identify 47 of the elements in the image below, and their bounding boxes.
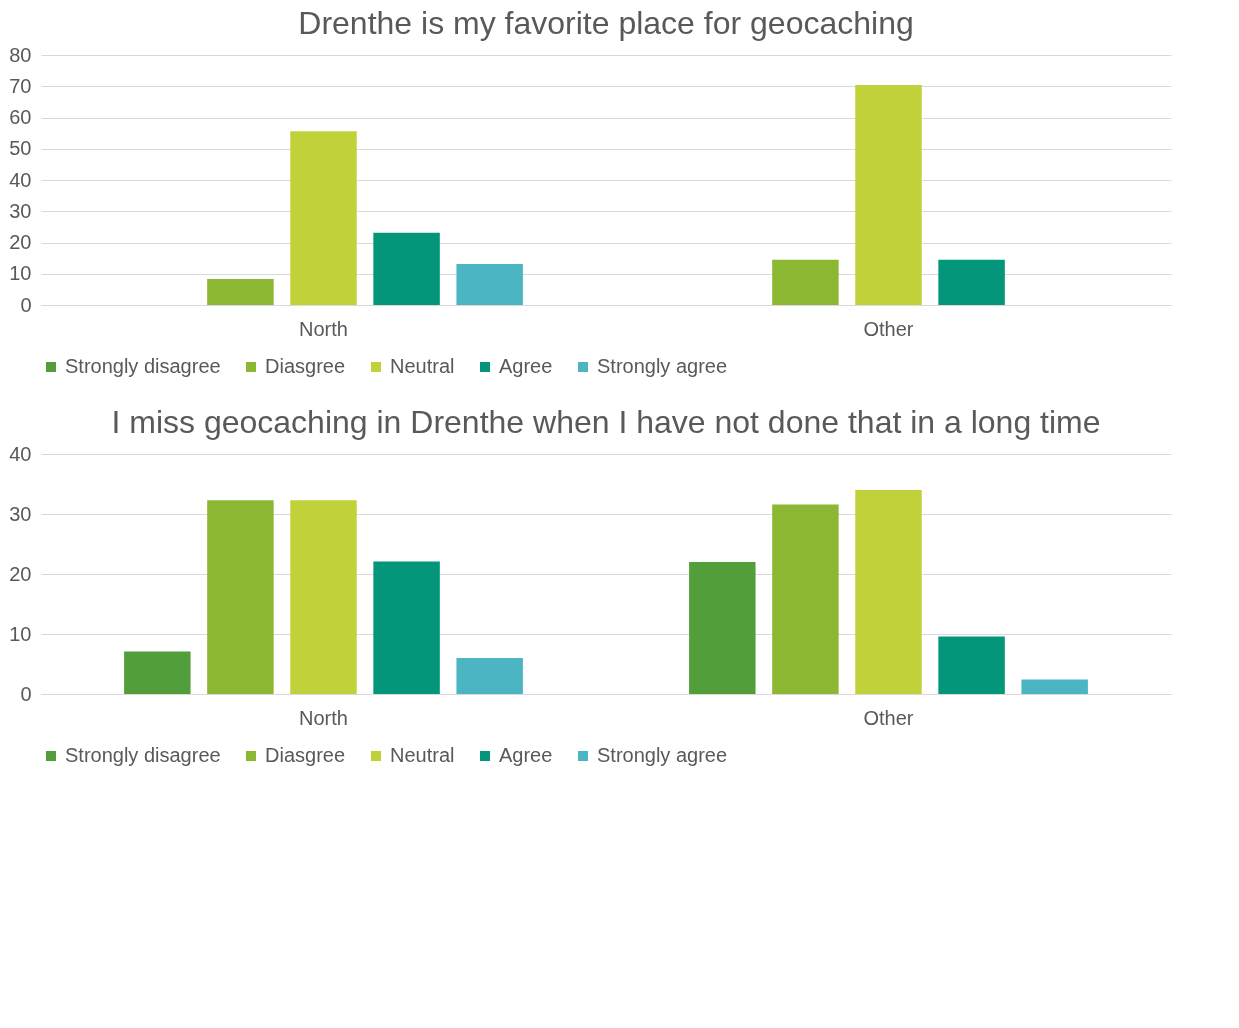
legend-label: Agree (499, 355, 553, 377)
bar (373, 232, 440, 305)
bar (689, 562, 756, 694)
x-tick-label: Other (863, 317, 914, 340)
bar (772, 259, 839, 305)
bar (855, 490, 922, 694)
bar (772, 504, 839, 694)
bar (290, 500, 357, 694)
bar (207, 500, 274, 694)
legend-label: Neutral (390, 355, 455, 377)
legend-label: Neutral (390, 744, 455, 766)
y-tick-label: 10 (9, 622, 32, 645)
y-tick-label: 40 (9, 168, 32, 191)
bar (456, 658, 523, 694)
bar (124, 651, 191, 694)
y-tick-label: 30 (9, 199, 32, 222)
bar (207, 279, 274, 305)
chart-title: I miss geocaching in Drenthe when I have not done that in a long time (111, 404, 1101, 440)
bar (855, 85, 922, 305)
legend-label: Strongly agree (597, 355, 728, 377)
y-tick-label: 0 (20, 682, 32, 705)
bar (938, 259, 1005, 305)
x-tick-label: North (299, 706, 348, 729)
y-tick-label: 80 (9, 43, 32, 66)
legend-label: Diasgree (265, 744, 346, 766)
y-tick-label: 60 (9, 106, 32, 128)
legend-label: Agree (499, 744, 553, 766)
y-tick-label: 50 (9, 137, 32, 160)
x-tick-label: Other (863, 706, 914, 729)
bar (373, 561, 440, 694)
bar (938, 636, 1005, 694)
y-tick-label: 40 (9, 442, 32, 465)
y-tick-label: 10 (9, 262, 32, 285)
legend-label: Strongly agree (597, 744, 728, 766)
bar (456, 264, 523, 305)
y-tick-label: 30 (9, 502, 32, 525)
y-tick-label: 20 (9, 231, 32, 253)
legend-label: Diasgree (265, 355, 346, 377)
chart-title: Drenthe is my favorite place for geocaching (298, 5, 914, 41)
legend-label: Strongly disagree (65, 355, 221, 377)
x-tick-label: North (299, 317, 348, 340)
y-tick-label: 0 (20, 293, 32, 316)
y-tick-label: 70 (9, 74, 32, 97)
legend-label: Strongly disagree (65, 744, 221, 766)
bar (1021, 679, 1088, 694)
y-tick-label: 20 (9, 562, 32, 585)
bar (290, 131, 357, 305)
